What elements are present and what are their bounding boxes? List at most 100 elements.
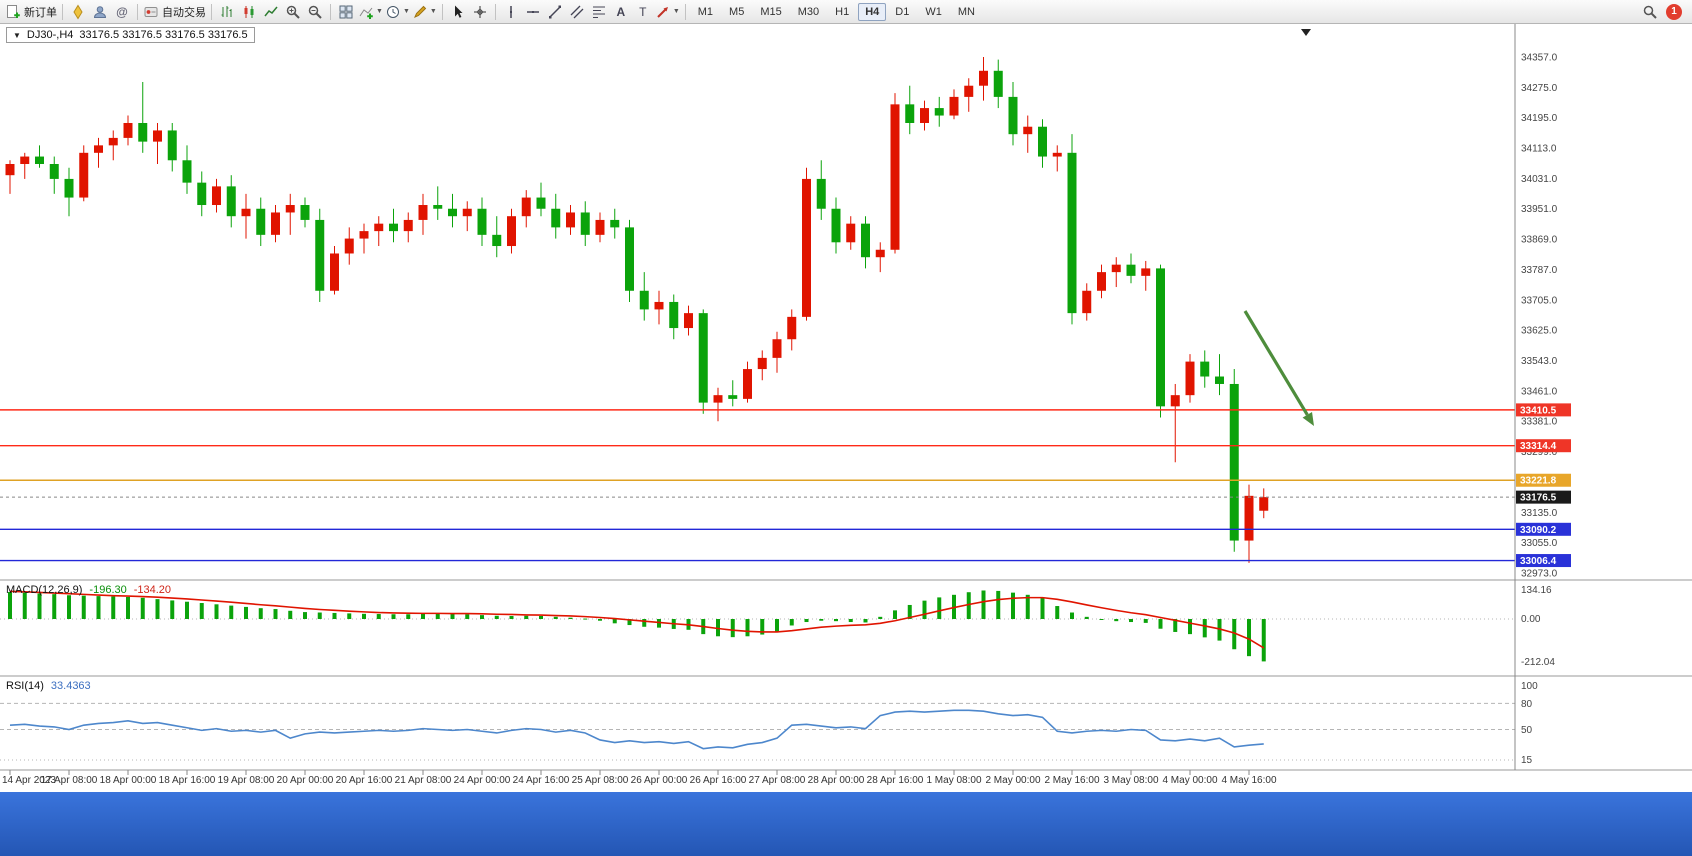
search-icon[interactable]	[1642, 4, 1658, 20]
macd-histogram-bar	[303, 612, 307, 619]
taskbar[interactable]	[0, 792, 1692, 856]
macd-scale-label: 134.16	[1521, 585, 1552, 596]
timeframe-button-d1[interactable]: D1	[895, 5, 910, 18]
price-scale-label: 33055.0	[1521, 538, 1558, 549]
candle-body	[271, 212, 280, 235]
macd-histogram-bar	[1129, 619, 1133, 623]
candle-body	[1023, 126, 1033, 135]
macd-histogram-bar	[126, 596, 130, 619]
macd-histogram-bar	[1055, 606, 1060, 619]
candle-body	[1126, 264, 1136, 276]
macd-histogram-bar	[1025, 594, 1030, 619]
candle-body	[831, 208, 841, 243]
auto-trading-button[interactable]: 自动交易	[143, 2, 206, 22]
community-button[interactable]	[90, 2, 110, 22]
candle-body	[580, 212, 590, 235]
candle-body	[816, 178, 826, 209]
candle-body	[625, 227, 634, 291]
candlestick-chart-button[interactable]	[239, 2, 259, 22]
macd-histogram-bar	[834, 619, 838, 622]
time-label: 18 Apr 16:00	[159, 775, 216, 786]
auto-trading-icon	[144, 6, 158, 17]
timeframe-button-m1[interactable]: M1	[697, 5, 714, 18]
macd-histogram-bar	[716, 619, 720, 637]
timeframe-button-h1[interactable]: H1	[835, 5, 850, 18]
price-scale-label: 32973.0	[1521, 569, 1558, 580]
arrows-tool[interactable]: ▼	[655, 2, 680, 22]
indicators-button[interactable]: ▼	[358, 2, 383, 22]
chart-canvas[interactable]: 34357.0 34275.0 34195.0 34113.0 34031.0 33951…	[0, 0, 1692, 792]
notification-badge[interactable]: 1	[1666, 3, 1682, 20]
label-tool[interactable]: T	[633, 2, 653, 22]
metaeditor-button[interactable]	[68, 2, 88, 22]
price-scale-label: 33543.0	[1521, 356, 1558, 367]
candle-body	[536, 197, 546, 209]
new-order-button[interactable]: 新订单	[5, 2, 57, 22]
candle-body	[949, 96, 959, 116]
vertical-line-icon	[509, 5, 512, 18]
horizontal-line-tool[interactable]	[523, 2, 543, 22]
collapse-arrow-icon[interactable]: ▼	[13, 30, 21, 40]
symbol-period-label: DJ30-,H4	[26, 29, 74, 41]
macd-histogram-bar	[878, 616, 883, 619]
vertical-line-tool[interactable]	[501, 2, 521, 22]
tile-windows-button[interactable]	[336, 2, 356, 22]
price-scale-label: 33787.0	[1521, 265, 1558, 276]
candle-body	[846, 223, 856, 243]
timeframe-button-m5[interactable]: M5	[729, 5, 745, 18]
label-icon: T	[639, 4, 647, 19]
bar-chart-button[interactable]	[217, 2, 237, 22]
cursor-button[interactable]	[448, 2, 468, 22]
rsi-scale-label: 15	[1521, 755, 1533, 766]
time-label: 19 Apr 08:00	[218, 775, 275, 786]
candle-body	[1156, 268, 1165, 407]
price-scale-label: 34357.0	[1521, 53, 1558, 64]
crosshair-button[interactable]	[470, 2, 490, 22]
rsi-scale-label: 50	[1521, 725, 1533, 736]
zoom-in-button[interactable]	[283, 2, 303, 22]
macd-histogram-bar	[111, 596, 116, 619]
candle-body	[507, 216, 516, 247]
candle-body	[728, 395, 738, 399]
timeframe-button-m15[interactable]: M15	[760, 5, 782, 18]
candle-body	[448, 208, 457, 217]
macd-histogram-bar	[332, 612, 337, 619]
timeframe-button-m30[interactable]: M30	[797, 5, 820, 18]
periods-button[interactable]: ▼	[385, 2, 410, 22]
candle-body	[639, 290, 649, 310]
mql5-button[interactable]: @	[112, 2, 132, 22]
macd-histogram-bar	[406, 614, 411, 619]
candle-body	[5, 164, 15, 176]
timeframe-button-h4[interactable]: H4	[858, 2, 887, 21]
chevron-down-icon: ▼	[672, 8, 680, 15]
timeframe-button-w1[interactable]: W1	[925, 5, 942, 18]
macd-histogram-bar	[229, 605, 234, 619]
time-label: 2 May 00:00	[985, 775, 1040, 786]
line-chart-button[interactable]	[261, 2, 281, 22]
macd-histogram-bar	[642, 619, 647, 627]
channel-tool[interactable]	[567, 2, 587, 22]
macd-histogram-bar	[1188, 619, 1192, 635]
macd-histogram-bar	[465, 614, 470, 619]
candle-body	[153, 130, 162, 142]
macd-histogram-bar	[22, 592, 27, 619]
candle-body	[920, 108, 929, 123]
zoom-out-button[interactable]	[305, 2, 325, 22]
fibonacci-tool[interactable]	[589, 2, 609, 22]
candle-body	[1170, 395, 1180, 407]
trend-arrow[interactable]	[1243, 310, 1309, 416]
toolbar-right: 1	[1642, 3, 1688, 20]
shift-marker-icon[interactable]	[1301, 29, 1311, 36]
candle-body	[433, 205, 443, 209]
text-tool[interactable]: A	[611, 2, 631, 22]
templates-button[interactable]: ▼	[412, 2, 437, 22]
trendline-icon	[548, 5, 561, 18]
time-label: 26 Apr 00:00	[631, 775, 688, 786]
macd-histogram-bar	[1084, 616, 1089, 619]
trendline-tool[interactable]	[545, 2, 565, 22]
rsi-header: RSI(14) 33.4363	[6, 680, 91, 692]
timeframe-button-mn[interactable]: MN	[957, 5, 975, 18]
candle-body	[1215, 376, 1224, 384]
price-scale-label: 33625.0	[1521, 325, 1558, 336]
candle-body	[684, 313, 693, 329]
